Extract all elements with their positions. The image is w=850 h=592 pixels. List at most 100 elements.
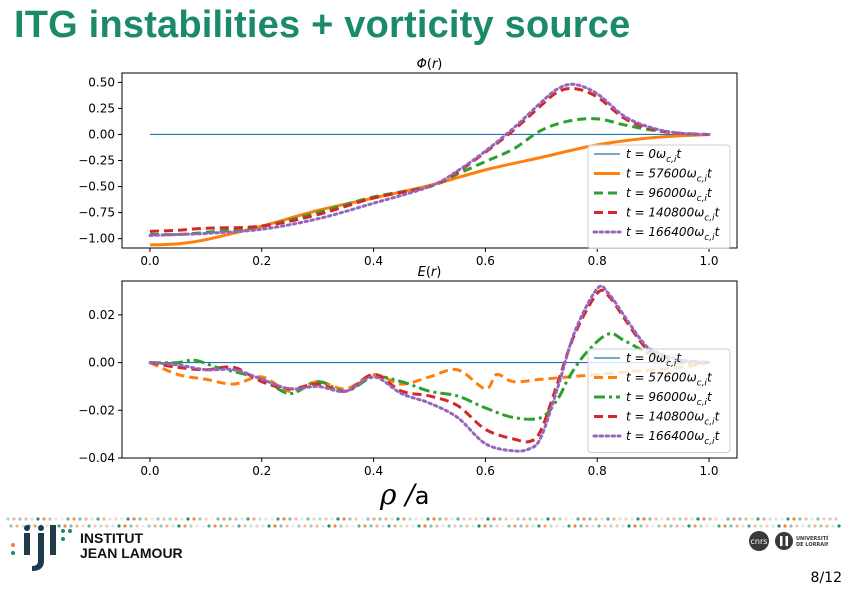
decorative-dot [639, 524, 643, 528]
decorative-dot [30, 517, 34, 521]
decorative-dot [294, 517, 298, 521]
decorative-dot [378, 517, 382, 521]
decorative-dot [69, 524, 73, 528]
decorative-dot [123, 524, 127, 528]
decorative-dot [48, 517, 52, 521]
decorative-dot [507, 524, 511, 528]
decorative-dot [273, 524, 277, 528]
decorative-dot [591, 524, 595, 528]
decorative-dot [402, 517, 406, 521]
legend-label: t = 57600ωc,it [626, 371, 713, 389]
decorative-dot [201, 524, 205, 528]
decorative-dot [483, 524, 487, 528]
decorative-dot [681, 524, 685, 528]
decorative-dot [570, 517, 574, 521]
decorative-dot [444, 517, 448, 521]
decorative-dot [747, 524, 751, 528]
decorative-dot [669, 524, 673, 528]
decorative-dot [414, 517, 418, 521]
decorative-dot [360, 517, 364, 521]
decorative-dot [138, 517, 142, 521]
decorative-dot [297, 524, 301, 528]
decorative-dot [231, 524, 235, 528]
decorative-dot [111, 524, 115, 528]
decorative-dot [300, 517, 304, 521]
decorative-dot [513, 524, 517, 528]
decorative-dot [822, 517, 826, 521]
decorative-dot [285, 524, 289, 528]
decorative-dot [120, 517, 124, 521]
decorative-dot [126, 517, 130, 521]
decorative-dot [801, 524, 805, 528]
decorative-dot [246, 517, 250, 521]
decorative-dot [609, 524, 613, 528]
y-tick-label: −1.00 [78, 232, 115, 246]
decorative-dot [711, 524, 715, 528]
decorative-dot [789, 524, 793, 528]
decorative-dot [342, 517, 346, 521]
decorative-dot [267, 524, 271, 528]
decorative-dot [114, 517, 118, 521]
decorative-dot [792, 517, 796, 521]
decorative-dot-band [6, 517, 841, 528]
legend-label: t = 96000ωc,it [626, 186, 713, 204]
institution-line-1: INSTITUT [80, 530, 143, 546]
decorative-dot [210, 517, 214, 521]
decorative-dot [174, 517, 178, 521]
decorative-dot [204, 517, 208, 521]
decorative-dot [738, 517, 742, 521]
decorative-dot [816, 517, 820, 521]
decorative-dot [336, 517, 340, 521]
decorative-dot [486, 517, 490, 521]
decorative-dot [666, 517, 670, 521]
legend-label: t = 96000ωc,it [626, 390, 713, 408]
decorative-dot [339, 524, 343, 528]
decorative-dot [171, 524, 175, 528]
decorative-dot [642, 517, 646, 521]
decorative-dot [21, 524, 25, 528]
decorative-dot [750, 517, 754, 521]
decorative-dot [258, 517, 262, 521]
decorative-dot [219, 524, 223, 528]
decorative-dot [705, 524, 709, 528]
decorative-dot [762, 517, 766, 521]
decorative-dot [369, 524, 373, 528]
decorative-dot [531, 524, 535, 528]
decorative-dot [186, 517, 190, 521]
x-tick-label: 0.6 [476, 464, 495, 478]
decorative-dot [516, 517, 520, 521]
y-tick-label: −0.02 [78, 403, 115, 417]
decorative-dot [651, 524, 655, 528]
decorative-dot [228, 517, 232, 521]
decorative-dot [90, 517, 94, 521]
charts-canvas: Φ(r) 0.0 0.2 0.4 0.6 0.8 1.0 0.50 0.25 0.00 −0.25 −… [78, 57, 738, 478]
decorative-dot [390, 517, 394, 521]
decorative-dot [24, 517, 28, 521]
decorative-dot [162, 517, 166, 521]
decorative-dot [810, 517, 814, 521]
institution-line-2: JEAN LAMOUR [80, 545, 183, 561]
decorative-dot [279, 524, 283, 528]
decorative-dot [582, 517, 586, 521]
decorative-dot [732, 517, 736, 521]
legend: t = 0ωc,it t = 57600ωc,itt = 96000ωc,it t … [587, 144, 731, 249]
decorative-dot [783, 524, 787, 528]
plot-frame [121, 280, 738, 459]
decorative-dot [648, 517, 652, 521]
decorative-dot [423, 524, 427, 528]
decorative-dot [420, 517, 424, 521]
decorative-dot [165, 524, 169, 528]
y-tick-label: 0.50 [88, 75, 115, 89]
decorative-dot [468, 517, 472, 521]
decorative-dot [180, 517, 184, 521]
decorative-dot [276, 517, 280, 521]
decorative-dot [75, 524, 79, 528]
decorative-dot [84, 517, 88, 521]
decorative-dot [387, 524, 391, 528]
decorative-dot [9, 524, 13, 528]
x-tick-label: 1.0 [699, 254, 718, 268]
decorative-dot [243, 524, 247, 528]
decorative-dot [534, 517, 538, 521]
decorative-dot [600, 517, 604, 521]
decorative-dot [765, 524, 769, 528]
